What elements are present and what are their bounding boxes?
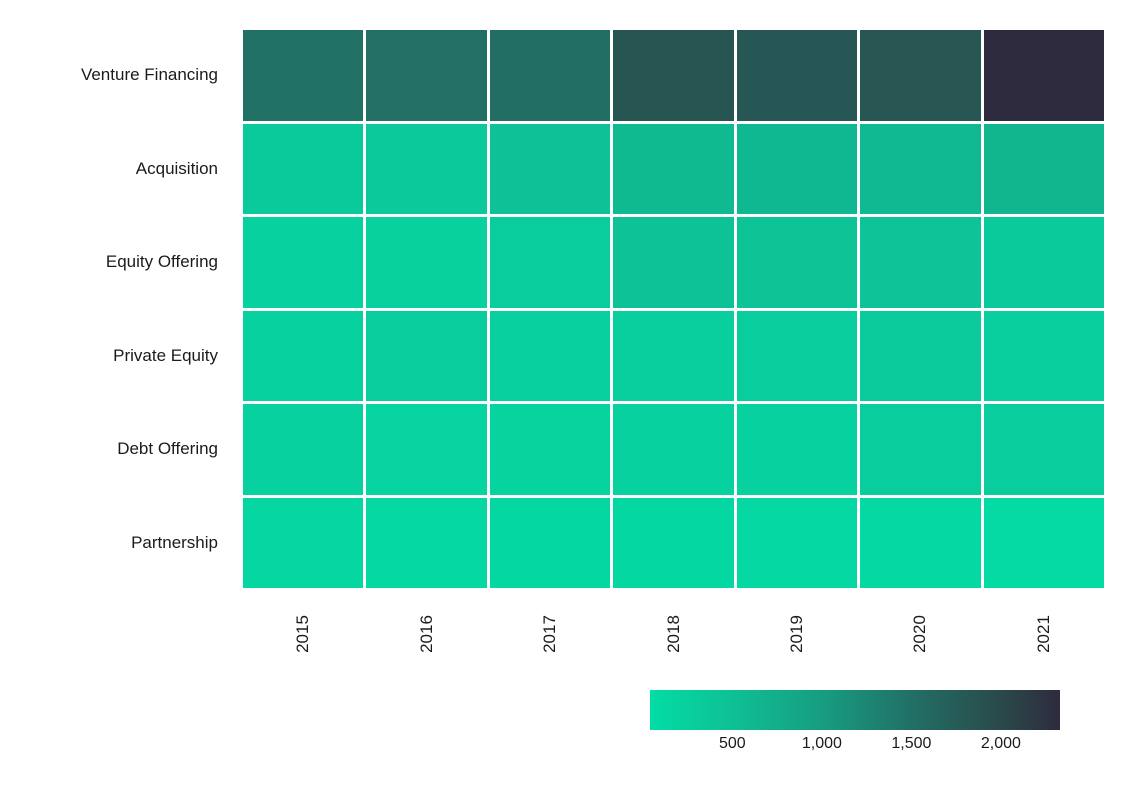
heatmap-cell-equity-offering-2016 (366, 217, 487, 308)
heatmap-cell-debt-offering-2021 (983, 404, 1104, 495)
heatmap-cell-private-equity-2021 (983, 310, 1104, 401)
heatmap-cell-equity-offering-2018 (613, 217, 734, 308)
x-axis: 2015 2016 2017 2018 2019 2020 2021 (243, 600, 1104, 668)
heatmap-cell-partnership-2017 (489, 497, 611, 588)
heatmap-cell-venture-financing-2016 (366, 30, 487, 121)
x-tick-label-2017: 2017 (540, 615, 560, 653)
colorbar-gradient (650, 690, 1060, 730)
heatmap-cell-acquisition-2021 (983, 123, 1104, 214)
heatmap-cell-acquisition-2020 (860, 123, 981, 214)
heatmap-cell-equity-offering-2017 (489, 217, 611, 308)
colorbar-tick-label-500: 500 (718, 735, 746, 752)
heatmap-cell-private-equity-2017 (489, 310, 611, 401)
colorbar-labels: 500 1,000 1,500 2,000 (650, 735, 1060, 757)
heatmap-cell-venture-financing-2017 (489, 30, 611, 121)
heatmap-cell-private-equity-2019 (736, 310, 858, 401)
heatmap-grid (243, 30, 1104, 588)
heatmap-cell-partnership-2016 (366, 497, 487, 588)
row-label-partnership: Partnership (131, 532, 218, 552)
heatmap-cell-private-equity-2016 (366, 310, 487, 401)
x-tick-2019: 2019 (737, 600, 857, 668)
heatmap-cell-acquisition-2019 (736, 123, 858, 214)
heatmap-cell-acquisition-2018 (613, 123, 734, 214)
heatmap-cell-partnership-2015 (243, 497, 364, 588)
row-label-debt-offering: Debt Offering (117, 439, 218, 459)
row-label-acquisition: Acquisition (135, 158, 218, 178)
heatmap-cell-venture-financing-2020 (860, 30, 981, 121)
x-tick-2020: 2020 (860, 600, 980, 668)
heatmap-cell-venture-financing-2021 (983, 30, 1104, 121)
heatmap-cell-equity-offering-2021 (983, 217, 1104, 308)
heatmap-cell-acquisition-2016 (366, 123, 487, 214)
heatmap-cell-debt-offering-2019 (736, 404, 858, 495)
row-label-private-equity: Private Equity (113, 345, 218, 365)
y-axis: Venture Financing Acquisition Equity Offer… (0, 0, 218, 600)
x-tick-2015: 2015 (243, 600, 363, 668)
heatmap-cell-debt-offering-2018 (613, 404, 734, 495)
heatmap-cell-partnership-2018 (613, 497, 734, 588)
colorbar-tick-label-1000: 1,000 (801, 735, 842, 752)
x-tick-2016: 2016 (366, 600, 486, 668)
x-tick-label-2015: 2015 (293, 615, 313, 653)
x-tick-2018: 2018 (613, 600, 733, 668)
heatmap-cell-venture-financing-2015 (243, 30, 364, 121)
heatmap-cell-equity-offering-2015 (243, 217, 364, 308)
heatmap-cell-private-equity-2020 (860, 310, 981, 401)
heatmap-cell-venture-financing-2019 (736, 30, 858, 121)
heatmap-cell-debt-offering-2016 (366, 404, 487, 495)
heatmap-cell-debt-offering-2017 (489, 404, 611, 495)
colorbar-tick-label-2000: 2,000 (980, 735, 1021, 752)
row-label-venture-financing: Venture Financing (80, 65, 218, 85)
heatmap-cell-equity-offering-2019 (736, 217, 858, 308)
heatmap-cell-debt-offering-2020 (860, 404, 981, 495)
x-tick-label-2021: 2021 (1033, 615, 1053, 653)
x-tick-label-2016: 2016 (416, 615, 436, 653)
heatmap-cell-partnership-2019 (736, 497, 858, 588)
heatmap-cell-acquisition-2015 (243, 123, 364, 214)
heatmap-cell-partnership-2020 (860, 497, 981, 588)
heatmap-cell-debt-offering-2015 (243, 404, 364, 495)
x-tick-2017: 2017 (490, 600, 610, 668)
x-tick-label-2018: 2018 (663, 615, 683, 653)
heatmap-cell-acquisition-2017 (489, 123, 611, 214)
heatmap-cell-private-equity-2018 (613, 310, 734, 401)
heatmap-cell-venture-financing-2018 (613, 30, 734, 121)
heatmap-cell-private-equity-2015 (243, 310, 364, 401)
heatmap-cell-equity-offering-2020 (860, 217, 981, 308)
row-label-equity-offering: Equity Offering (105, 252, 218, 272)
heatmap-cell-partnership-2021 (983, 497, 1104, 588)
x-tick-label-2019: 2019 (786, 615, 806, 653)
x-tick-2021: 2021 (984, 600, 1104, 668)
colorbar-tick-label-1500: 1,500 (891, 735, 932, 752)
x-tick-label-2020: 2020 (910, 615, 930, 653)
